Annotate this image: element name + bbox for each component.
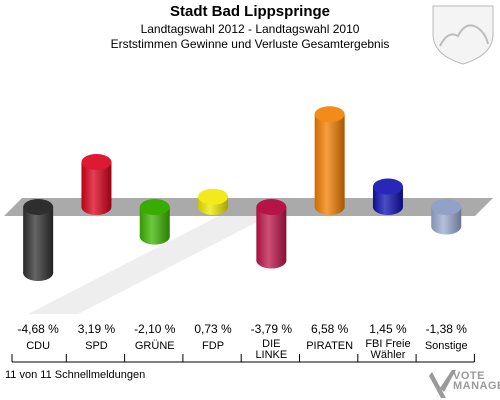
bar-top-cap (431, 199, 462, 215)
value-label: 1,45 % (369, 322, 407, 336)
bar-bottom-cap (81, 199, 112, 215)
value-label: 3,19 % (78, 322, 116, 336)
bar-bottom-cap (372, 199, 403, 215)
bar-bottom-cap (256, 252, 287, 269)
baseline-plane (4, 198, 493, 216)
vote-manager-icon (429, 370, 456, 398)
category-label: FDP (202, 340, 224, 352)
bar-top-cap (314, 106, 345, 123)
value-label: -4,68 % (17, 322, 59, 336)
category-label: CDU (26, 340, 50, 352)
chart-subtitle: Landtagswahl 2012 - Landtagswahl 2010 (140, 22, 360, 36)
bar-bottom-cap (23, 264, 54, 281)
bar-top-cap (139, 199, 170, 215)
value-label: 0,73 % (194, 322, 232, 336)
bar-top-cap (198, 188, 229, 205)
logo-line-vote: VOTE (453, 370, 485, 382)
bar-body (256, 207, 287, 261)
bar-piraten (314, 106, 345, 215)
category-label: SPD (85, 340, 108, 352)
chart-description: Erststimmen Gewinne und Verluste Gesamte… (110, 37, 390, 51)
bar-bottom-cap (314, 199, 345, 215)
category-label: Sonstige (425, 340, 468, 352)
bar-spd (81, 154, 112, 215)
value-label: -3,79 % (251, 322, 293, 336)
category-label: DIE (262, 338, 280, 350)
bar-top-cap (23, 199, 54, 215)
crest-icon (432, 5, 494, 65)
bar-body (314, 114, 345, 207)
category-label: Wähler (371, 349, 406, 361)
vote-manager-logo: VOTE MANAGER (453, 370, 500, 392)
value-label: -2,10 % (134, 322, 176, 336)
bar-body (23, 207, 54, 273)
bar-grüne (139, 199, 170, 245)
bar-fbi-freie-wähler (372, 178, 403, 215)
bar-bottom-cap (139, 228, 170, 245)
category-label: PIRATEN (306, 340, 353, 352)
value-label: -1,38 % (426, 322, 468, 336)
reporting-status: 11 von 11 Schnellmeldungen (5, 369, 146, 381)
bar-sonstige (431, 199, 462, 235)
bar-top-cap (372, 178, 403, 195)
bar-die-linke (256, 199, 287, 269)
category-label: LINKE (255, 349, 287, 361)
bar-top-cap (81, 154, 112, 171)
bar-shadow (28, 200, 300, 314)
bar-fdp (198, 188, 229, 215)
category-label: GRÜNE (135, 340, 175, 352)
value-label: 6,58 % (311, 322, 349, 336)
chart-title: Stadt Bad Lippspringe (169, 3, 330, 20)
bar-bottom-cap (431, 218, 462, 235)
logo-line-manager: MANAGER (453, 380, 500, 392)
bar-top-cap (256, 199, 287, 215)
category-label: FBI Freie (365, 338, 410, 350)
bar-cdu (23, 199, 54, 281)
